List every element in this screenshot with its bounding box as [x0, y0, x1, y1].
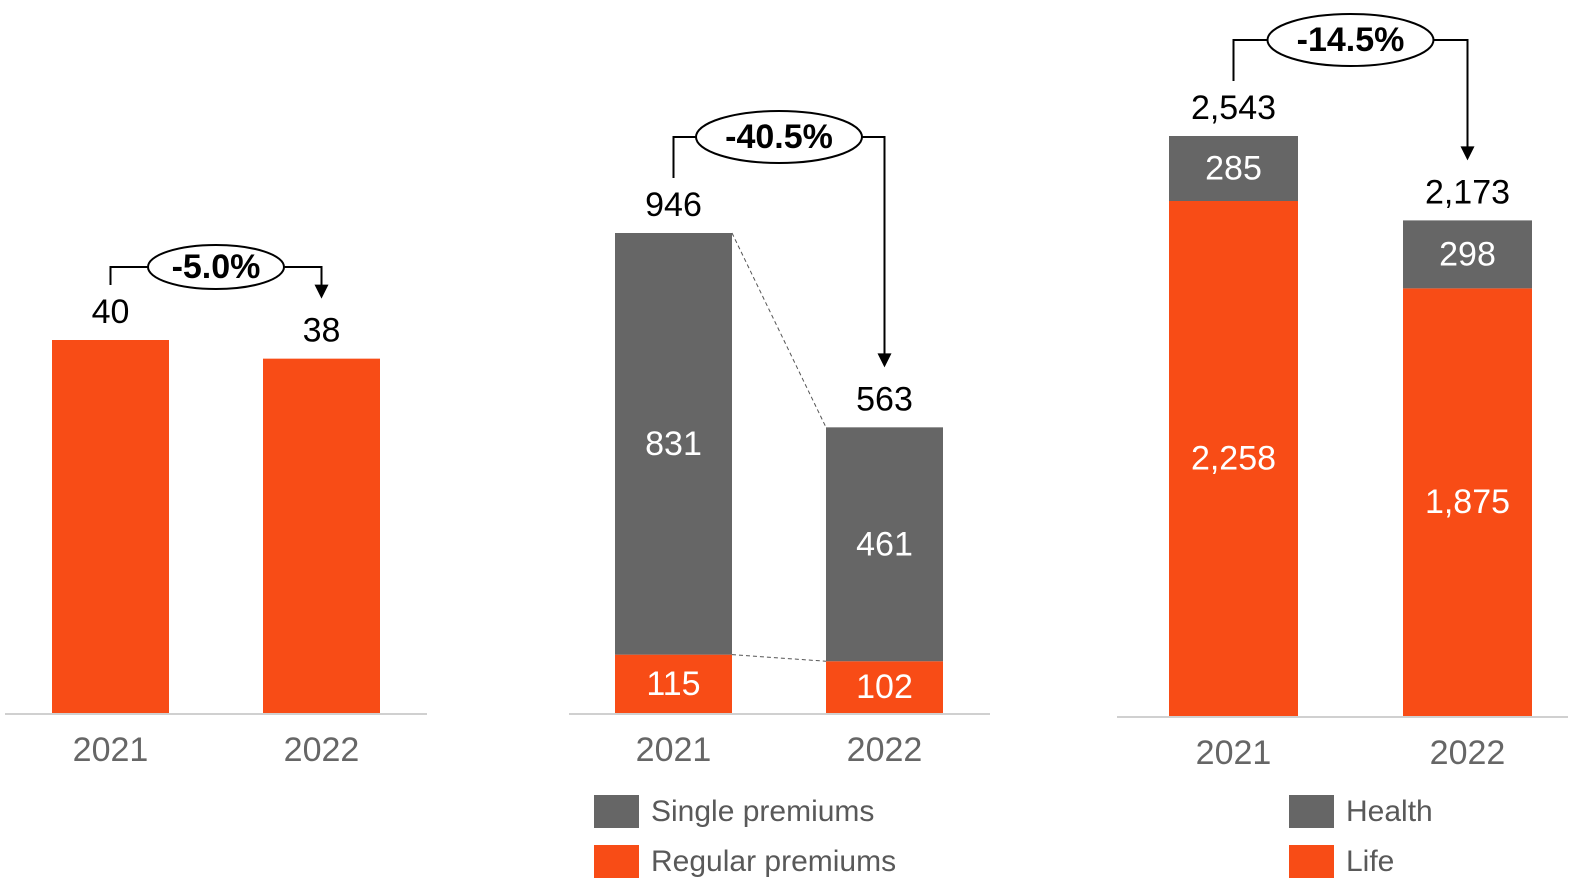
segment-label: 298 [1439, 235, 1496, 273]
bar-segment [615, 233, 732, 655]
bracket [1232, 39, 1469, 149]
bar-segment [1169, 201, 1298, 717]
segment-label: 102 [856, 668, 913, 706]
bar [52, 340, 169, 713]
x-tick-label: 2021 [636, 731, 712, 769]
bracket [109, 266, 323, 287]
legend-swatch [594, 845, 639, 878]
legend-swatch [1289, 795, 1334, 828]
bar-segment [1403, 288, 1532, 716]
bar-segment [615, 654, 732, 713]
segment-label: 1,875 [1425, 483, 1510, 521]
legend-label: Health [1346, 795, 1433, 828]
total-label: 563 [856, 380, 913, 418]
x-tick-label: 2021 [73, 731, 149, 769]
segment-label: 831 [645, 425, 702, 463]
legend-swatch [594, 795, 639, 828]
segment-label: 285 [1205, 149, 1262, 187]
legend-swatch [1289, 845, 1334, 878]
annotation-bubble [147, 244, 285, 290]
annotation-bubble [695, 110, 863, 164]
legend-label: Life [1346, 845, 1394, 878]
value-label: 38 [303, 312, 341, 350]
segment-label: 2,258 [1191, 439, 1276, 477]
arrow-head [314, 284, 329, 299]
value-label: 40 [92, 293, 130, 331]
legend-label: Single premiums [651, 795, 874, 828]
bar-segment [1169, 136, 1298, 202]
bracket [672, 136, 886, 356]
arrow-head [877, 353, 892, 368]
total-label: 946 [645, 186, 702, 224]
x-tick-label: 2022 [847, 731, 923, 769]
bar-segment [826, 661, 943, 713]
connector [731, 232, 827, 428]
segment-label: 461 [856, 525, 913, 563]
x-tick-label: 2021 [1196, 734, 1272, 772]
annotation: -40.5% [725, 118, 833, 156]
x-tick-label: 2022 [1430, 734, 1506, 772]
arrow-head [1460, 146, 1475, 161]
bar-segment [1403, 220, 1532, 289]
segment-label: 115 [646, 665, 700, 703]
bar [263, 358, 380, 713]
bar-segment [826, 427, 943, 662]
x-tick-label: 2022 [284, 731, 360, 769]
total-label: 2,173 [1425, 173, 1510, 211]
connector [731, 654, 827, 662]
total-label: 2,543 [1191, 89, 1276, 127]
legend-label: Regular premiums [651, 845, 896, 878]
annotation-bubble [1266, 13, 1435, 67]
annotation: -14.5% [1297, 21, 1405, 59]
annotation: -5.0% [172, 248, 261, 286]
